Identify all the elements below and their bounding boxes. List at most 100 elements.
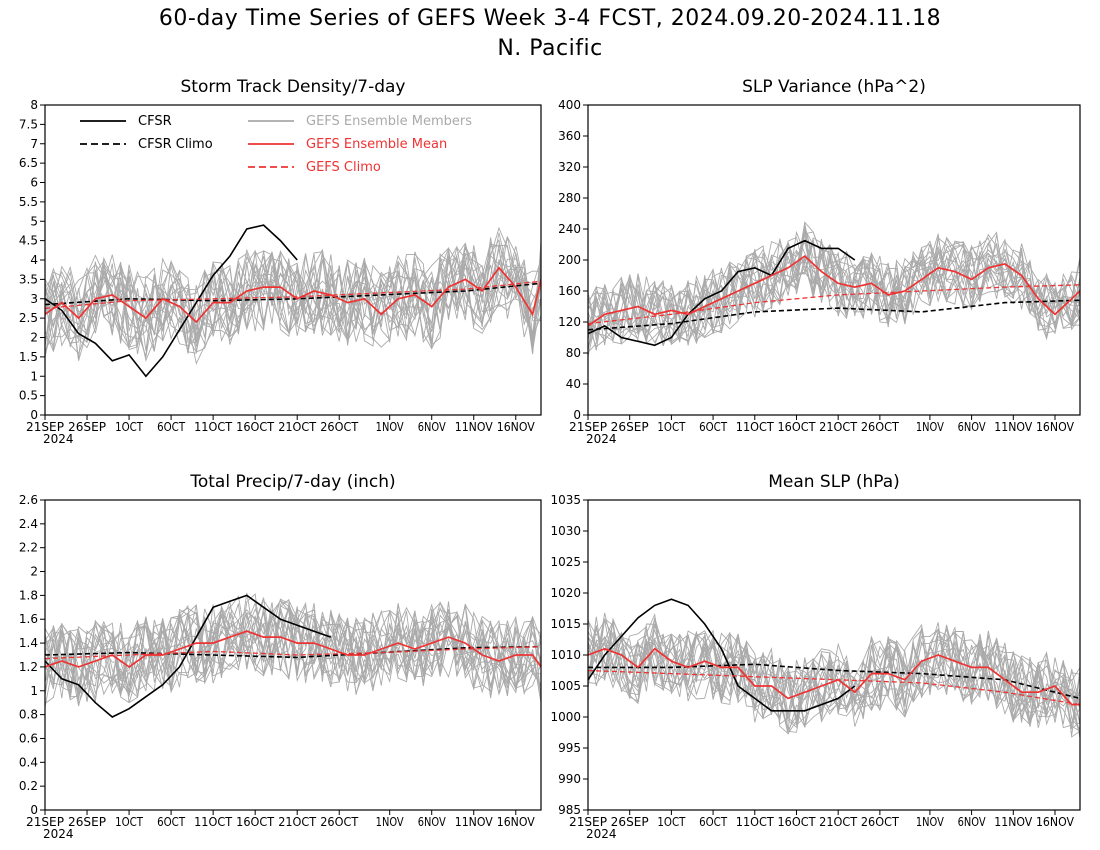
y-tick-label: 995 (558, 741, 581, 755)
series-gefs-ensemble-mean (45, 630, 541, 668)
y-tick-label: 6 (30, 176, 38, 190)
ensemble-member-line (588, 236, 1080, 334)
x-tick-label: 11OCT (194, 420, 233, 434)
y-tick-label: 320 (558, 160, 581, 174)
panel-2: Total Precip/7-day (inch)00.20.40.60.811… (19, 472, 542, 841)
y-tick-label: 1 (30, 684, 38, 698)
panel-3: Mean SLP (hPa) 985 990 995 1000 1005 1010 1015 1… (550, 472, 1081, 841)
plot-frame (587, 499, 1081, 811)
y-tick-label: 2.6 (19, 493, 38, 507)
y-tick-label: 1.2 (19, 660, 38, 674)
y-tick-label: 3.5 (19, 272, 38, 286)
x-tick-label: 11NOV (994, 420, 1033, 434)
x-tick-label: 6NOV (418, 815, 447, 829)
y-tick-label: 5 (30, 214, 38, 228)
y-tick-label: 0.4 (19, 755, 38, 769)
plot-area (588, 598, 1080, 739)
x-tick-label: 11NOV (455, 420, 494, 434)
y-tick-label: 1000 (550, 710, 581, 724)
y-tick-label: 1.6 (19, 612, 38, 626)
ensemble-member-line (588, 618, 1080, 736)
ensemble-member-line (45, 251, 541, 346)
y-tick-label: 1.5 (19, 350, 38, 364)
y-tick-label: 0 (30, 803, 38, 817)
y-tick-label: 0 (573, 408, 581, 422)
series-gefs-climo (588, 669, 1080, 706)
panel-0: Storm Track Density/7-day 0 0.5 1 1.5 2 2.5 3 3.… (19, 77, 542, 446)
ensemble-member-line (45, 226, 541, 349)
y-tick-label: 200 (558, 253, 581, 267)
x-tick-label: 6OCT (157, 420, 186, 434)
x-tick-label: 16OCT (236, 420, 275, 434)
y-tick-label: 985 (558, 803, 581, 817)
x-tick-label: 6OCT (699, 420, 728, 434)
ensemble-member-line (45, 232, 541, 357)
y-tick-label: 7.5 (19, 117, 38, 131)
ensemble-member-line (588, 612, 1080, 735)
series-gefs-ensemble-mean (45, 266, 541, 324)
x-tick-label: 16NOV (497, 815, 536, 829)
plot-frame (44, 499, 542, 811)
series-cfsr (45, 594, 332, 718)
y-tick-label: 400 (558, 98, 581, 112)
x-tick-label: 26OCT (861, 815, 900, 829)
y-tick-label: 40 (566, 377, 581, 391)
x-tick-label: 1OCT (115, 815, 144, 829)
x-tick-label: 6OCT (699, 815, 728, 829)
legend-entry: GEFS Climo (306, 160, 381, 175)
y-tick-label: 120 (558, 315, 581, 329)
legend-entry: GEFS Ensemble Members (306, 114, 472, 129)
ensemble-member-line (45, 604, 541, 697)
y-tick-label: 4.5 (19, 234, 38, 248)
legend-entry: CFSR (138, 114, 172, 129)
y-tick-label: 2 (30, 331, 38, 345)
x-tick-label: 1NOV (916, 420, 945, 434)
x-tick-label: 26OCT (320, 420, 359, 434)
panel-1: SLP Variance (hPa^2) 0 40 80 120 160 200 240 280… (558, 77, 1081, 446)
main-title: 60-day Time Series of GEFS Week 3-4 FCST… (158, 6, 942, 31)
ensemble-member-line (45, 247, 541, 358)
ensemble-member-line (45, 595, 541, 690)
x-tick-label: 1OCT (657, 815, 686, 829)
y-tick-label: 360 (558, 129, 581, 143)
y-tick-label: 0.5 (19, 389, 38, 403)
plot-area (45, 224, 541, 378)
x-tick-label: 16OCT (777, 420, 816, 434)
y-tick-label: 2.5 (19, 311, 38, 325)
x-tick-label: 26SEP (68, 815, 106, 829)
series-cfsr (45, 224, 298, 378)
ensemble-member-line (588, 618, 1080, 729)
ensemble-member-line (588, 624, 1080, 726)
x-tick-label: 1NOV (376, 420, 405, 434)
series-gefs-climo (45, 280, 541, 310)
plot-area (45, 592, 541, 718)
x-tick-label: 6NOV (418, 420, 447, 434)
x-tick-label: 11NOV (455, 815, 494, 829)
x-tick-label: 11OCT (736, 420, 775, 434)
x-tick-label: 16OCT (777, 815, 816, 829)
y-tick-label: 280 (558, 191, 581, 205)
x-tick-label: 26SEP (611, 815, 649, 829)
y-tick-label: 1035 (550, 493, 581, 507)
y-tick-label: 5.5 (19, 195, 38, 209)
legend-entry: CFSR Climo (138, 137, 213, 152)
ensemble-member-line (588, 230, 1080, 351)
y-tick-label: 0 (30, 408, 38, 422)
y-tick-label: 1025 (550, 555, 581, 569)
sub-title: N. Pacific (497, 36, 603, 61)
ensemble-member-line (45, 603, 541, 701)
x-tick-label: 16NOV (1036, 420, 1075, 434)
legend-entry: GEFS Ensemble Mean (306, 137, 447, 152)
x-tick-label: 1NOV (376, 815, 405, 829)
ensemble-member-line (588, 223, 1080, 341)
y-tick-label: 2 (30, 565, 38, 579)
x-tick-label: 26SEP (68, 420, 106, 434)
plot-area (588, 221, 1080, 357)
panel-title: SLP Variance (hPa^2) (742, 77, 926, 97)
y-tick-label: 1.4 (19, 636, 38, 650)
x-year-label: 2024 (43, 827, 74, 841)
ensemble-member-line (588, 617, 1080, 738)
x-year-label: 2024 (586, 827, 617, 841)
x-tick-label: 16OCT (236, 815, 275, 829)
x-tick-label: 1NOV (916, 815, 945, 829)
